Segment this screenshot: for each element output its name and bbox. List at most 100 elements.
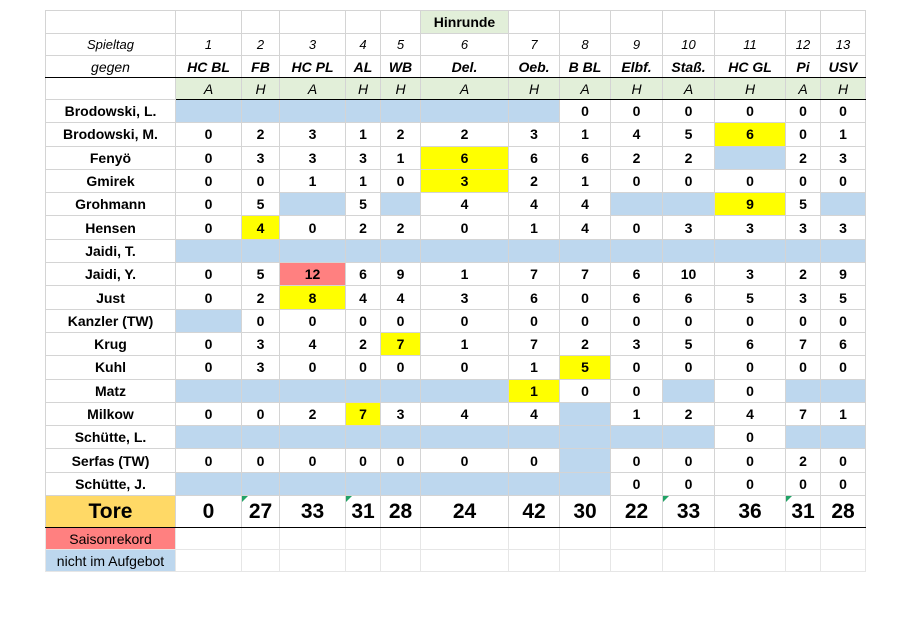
- goals-cell[interactable]: [420, 425, 509, 450]
- empty-cell[interactable]: [610, 549, 663, 573]
- goals-cell[interactable]: 2: [279, 401, 346, 427]
- player-name[interactable]: Schütte, J.: [45, 471, 176, 497]
- goals-cell[interactable]: 0: [175, 401, 242, 427]
- goals-cell[interactable]: 0: [241, 401, 280, 427]
- empty-cell[interactable]: [380, 527, 421, 551]
- goals-cell[interactable]: [241, 471, 280, 497]
- goals-cell[interactable]: 0: [508, 308, 560, 333]
- goals-cell[interactable]: [559, 401, 611, 427]
- goals-cell[interactable]: [279, 192, 346, 217]
- goals-cell[interactable]: 0: [241, 308, 280, 333]
- opponent-name[interactable]: Oeb.: [508, 55, 560, 78]
- goals-cell[interactable]: 1: [508, 355, 560, 380]
- goals-cell[interactable]: 0: [559, 378, 611, 403]
- total-goals[interactable]: 31: [785, 495, 821, 529]
- goals-cell[interactable]: 3: [241, 331, 280, 357]
- goals-cell[interactable]: [714, 238, 786, 264]
- empty-cell[interactable]: [820, 549, 866, 573]
- goals-cell[interactable]: 2: [380, 122, 421, 147]
- goals-cell[interactable]: [559, 238, 611, 264]
- goals-cell[interactable]: [508, 471, 560, 497]
- empty-cell[interactable]: [420, 527, 509, 551]
- goals-cell[interactable]: 6: [345, 262, 381, 287]
- goals-cell[interactable]: 0: [345, 448, 381, 473]
- goals-cell[interactable]: 3: [345, 145, 381, 170]
- opponent-name[interactable]: USV: [820, 55, 866, 78]
- goals-cell[interactable]: 0: [714, 168, 786, 194]
- gegen-label[interactable]: gegen: [45, 55, 176, 78]
- goals-cell[interactable]: 6: [610, 285, 663, 310]
- opponent-name[interactable]: HC BL: [175, 55, 242, 78]
- goals-cell[interactable]: 0: [420, 355, 509, 380]
- goals-cell[interactable]: [279, 471, 346, 497]
- goals-cell[interactable]: 0: [662, 308, 715, 333]
- goals-cell[interactable]: 2: [610, 145, 663, 170]
- player-name[interactable]: Jaidi, T.: [45, 238, 176, 264]
- goals-cell[interactable]: 0: [175, 122, 242, 147]
- goals-cell[interactable]: 0: [175, 145, 242, 170]
- goals-cell[interactable]: 2: [241, 122, 280, 147]
- legend-absent[interactable]: nicht im Aufgebot: [45, 549, 176, 573]
- goals-cell[interactable]: 0: [820, 471, 866, 497]
- goals-cell[interactable]: 0: [279, 215, 346, 240]
- matchday-number[interactable]: 3: [279, 33, 346, 56]
- home-away-cell[interactable]: A: [279, 77, 346, 100]
- goals-cell[interactable]: [785, 378, 821, 403]
- goals-cell[interactable]: 9: [820, 262, 866, 287]
- goals-cell[interactable]: [610, 425, 663, 450]
- total-goals[interactable]: 22: [610, 495, 663, 529]
- empty-cell[interactable]: [714, 527, 786, 551]
- total-goals[interactable]: 30: [559, 495, 611, 529]
- legend-record[interactable]: Saisonrekord: [45, 527, 176, 551]
- goals-cell[interactable]: 0: [610, 378, 663, 403]
- goals-cell[interactable]: 0: [175, 168, 242, 194]
- goals-cell[interactable]: [380, 98, 421, 124]
- goals-cell[interactable]: 5: [241, 192, 280, 217]
- player-name[interactable]: Fenyö: [45, 145, 176, 170]
- matchday-number[interactable]: 13: [820, 33, 866, 56]
- goals-cell[interactable]: [662, 238, 715, 264]
- goals-cell[interactable]: [508, 98, 560, 124]
- goals-cell[interactable]: [785, 238, 821, 264]
- goals-cell[interactable]: 5: [345, 192, 381, 217]
- goals-cell[interactable]: 2: [380, 215, 421, 240]
- goals-cell[interactable]: 12: [279, 262, 346, 287]
- goals-cell[interactable]: 0: [559, 98, 611, 124]
- goals-cell[interactable]: [785, 425, 821, 450]
- goals-cell[interactable]: 7: [559, 262, 611, 287]
- goals-cell[interactable]: 0: [785, 122, 821, 147]
- goals-cell[interactable]: [279, 378, 346, 403]
- empty-cell[interactable]: [714, 549, 786, 573]
- goals-cell[interactable]: [820, 425, 866, 450]
- goals-cell[interactable]: [241, 98, 280, 124]
- goals-cell[interactable]: 1: [559, 168, 611, 194]
- goals-cell[interactable]: 3: [241, 145, 280, 170]
- goals-cell[interactable]: 2: [420, 122, 509, 147]
- goals-cell[interactable]: 6: [420, 145, 509, 170]
- matchday-number[interactable]: 1: [175, 33, 242, 56]
- opponent-name[interactable]: Elbf.: [610, 55, 663, 78]
- goals-cell[interactable]: 0: [820, 308, 866, 333]
- goals-cell[interactable]: 3: [420, 285, 509, 310]
- goals-cell[interactable]: 1: [820, 122, 866, 147]
- goals-cell[interactable]: 4: [380, 285, 421, 310]
- goals-cell[interactable]: 0: [241, 448, 280, 473]
- empty-cell[interactable]: [820, 527, 866, 551]
- goals-cell[interactable]: 5: [714, 285, 786, 310]
- goals-cell[interactable]: 5: [785, 192, 821, 217]
- goals-cell[interactable]: [175, 308, 242, 333]
- player-name[interactable]: Just: [45, 285, 176, 310]
- goals-cell[interactable]: 1: [420, 262, 509, 287]
- goals-cell[interactable]: [175, 238, 242, 264]
- goals-cell[interactable]: [279, 425, 346, 450]
- goals-cell[interactable]: 0: [175, 262, 242, 287]
- goals-cell[interactable]: [279, 238, 346, 264]
- goals-cell[interactable]: 0: [785, 168, 821, 194]
- total-goals[interactable]: 28: [820, 495, 866, 529]
- goals-cell[interactable]: [559, 471, 611, 497]
- goals-cell[interactable]: 0: [175, 285, 242, 310]
- goals-cell[interactable]: [345, 471, 381, 497]
- goals-cell[interactable]: 6: [508, 285, 560, 310]
- goals-cell[interactable]: 3: [785, 215, 821, 240]
- goals-cell[interactable]: 0: [610, 215, 663, 240]
